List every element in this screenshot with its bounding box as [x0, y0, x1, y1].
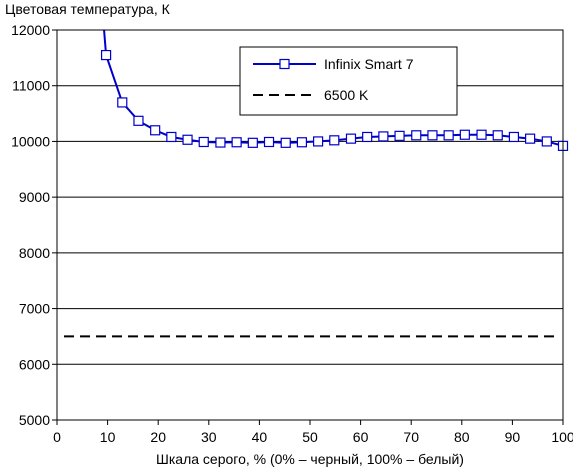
- data-point-infinix: [508, 131, 520, 143]
- data-point-infinix: [443, 130, 454, 141]
- x-tick-label: 30: [201, 429, 217, 445]
- x-tick-label: 50: [302, 429, 318, 445]
- data-point-infinix: [312, 136, 324, 147]
- x-tick-label: 20: [150, 429, 166, 445]
- legend-label-series-2: 6500 K: [324, 87, 369, 103]
- legend: Infinix Smart 7 6500 K: [239, 46, 458, 116]
- data-point-infinix: [476, 129, 487, 140]
- x-tick-label: 80: [454, 429, 470, 445]
- data-point-infinix: [166, 131, 177, 143]
- y-tick-label: 7000: [19, 301, 50, 317]
- y-tick-label: 10000: [11, 133, 50, 149]
- plot-frame: [56, 29, 564, 421]
- data-point-infinix: [263, 136, 275, 148]
- data-point-infinix: [231, 137, 242, 148]
- data-point-infinix: [345, 133, 357, 144]
- data-point-infinix: [150, 125, 161, 136]
- y-axis-title: Цветовая температура, К: [5, 1, 171, 17]
- x-tick-label: 0: [53, 429, 61, 445]
- y-tick-label: 8000: [19, 245, 50, 261]
- x-tick-label: 40: [252, 429, 268, 445]
- data-point-infinix: [492, 130, 503, 141]
- x-tick-label: 10: [100, 429, 116, 445]
- y-tick-label: 11000: [12, 78, 50, 94]
- y-ticks: 5000 6000 7000 8000 9000 10000 11000 12000: [11, 22, 57, 428]
- y-tick-label: 6000: [19, 356, 50, 372]
- y-tick-label: 9000: [19, 189, 50, 205]
- data-point-infinix: [459, 129, 470, 140]
- x-tick-label: 70: [403, 429, 419, 445]
- legend-marker-series-1: [279, 58, 290, 70]
- data-point-infinix: [133, 115, 144, 126]
- data-point-infinix: [378, 131, 389, 142]
- legend-box: [239, 46, 458, 116]
- data-point-infinix: [117, 97, 128, 108]
- data-point-infinix: [296, 137, 308, 148]
- x-tick-label: 90: [505, 429, 521, 445]
- data-point-infinix: [541, 136, 552, 147]
- data-point-infinix: [525, 133, 536, 144]
- grid: [57, 85, 563, 365]
- x-tick-label: 100: [551, 429, 573, 445]
- x-tick-label: 60: [353, 429, 369, 445]
- data-point-infinix: [100, 49, 112, 61]
- y-tick-label: 5000: [19, 412, 50, 428]
- y-tick-label: 12000: [11, 22, 50, 38]
- data-point-infinix: [198, 136, 209, 148]
- x-axis-title: Шкала серого, % (0% – черный, 100% – бел…: [156, 451, 464, 467]
- data-point-infinix: [215, 137, 226, 148]
- data-point-infinix: [280, 137, 291, 148]
- data-point-infinix: [394, 130, 405, 141]
- legend-label-series-1: Infinix Smart 7: [324, 56, 414, 72]
- data-point-infinix: [329, 135, 340, 146]
- data-point-infinix: [182, 134, 193, 145]
- data-point-infinix: [247, 137, 258, 148]
- data-point-infinix: [411, 130, 422, 141]
- data-point-infinix: [427, 130, 438, 141]
- data-point-infinix: [362, 131, 373, 143]
- x-ticks: 0 10 20 30 40 50 60 70 80 90 100: [53, 420, 573, 445]
